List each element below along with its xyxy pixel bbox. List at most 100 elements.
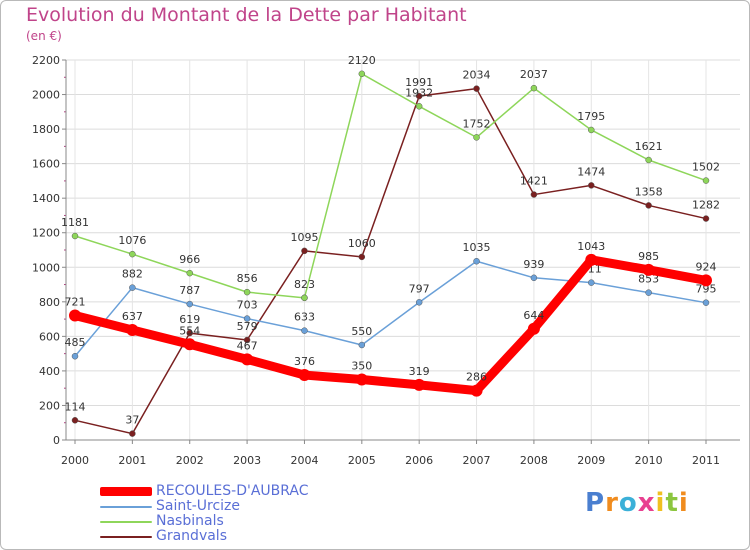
- x-tick-label: 2000: [61, 454, 89, 467]
- legend-swatch-grandvals: [100, 535, 152, 538]
- y-tick-label: 1800: [32, 123, 60, 136]
- x-tick-label: 2009: [577, 454, 605, 467]
- data-point: [358, 341, 366, 349]
- data-point: [473, 85, 480, 92]
- data-point: [527, 322, 540, 335]
- data-label: 1991: [405, 76, 433, 89]
- logo-letter: x: [637, 488, 656, 518]
- data-label: 721: [65, 295, 86, 308]
- data-point: [530, 191, 538, 198]
- legend-swatch-nasbinals: [100, 520, 152, 523]
- data-point: [700, 274, 712, 287]
- data-point: [415, 299, 423, 306]
- data-label: 2034: [463, 69, 491, 82]
- data-label: 114: [65, 400, 86, 413]
- data-label: 485: [65, 336, 86, 349]
- data-label: 703: [237, 299, 258, 312]
- data-point: [301, 327, 308, 334]
- data-point: [186, 269, 193, 277]
- logo-letter: t: [665, 488, 679, 518]
- y-tick-label: 800: [39, 296, 60, 309]
- y-tick-label: 2000: [32, 89, 60, 102]
- data-label: 319: [409, 365, 430, 378]
- data-label: 579: [237, 320, 258, 333]
- data-point: [129, 284, 136, 291]
- data-point: [473, 134, 480, 141]
- data-label: 1358: [635, 185, 663, 198]
- data-label: 1932: [405, 86, 433, 99]
- data-point: [702, 299, 710, 306]
- legend-label-grandvals: Grandvals: [156, 528, 227, 544]
- data-label: 823: [294, 278, 315, 291]
- proxiti-logo: Proxiti: [585, 488, 689, 518]
- data-label: 1795: [577, 110, 605, 123]
- data-point: [642, 263, 655, 276]
- data-point: [241, 353, 254, 366]
- legend-item-grandvals: Grandvals: [100, 529, 309, 544]
- data-label: 1421: [520, 175, 548, 188]
- data-point: [588, 182, 595, 189]
- x-tick-label: 2008: [520, 454, 548, 467]
- data-label: 856: [237, 272, 258, 285]
- series-line-saint-urcize: [74, 260, 707, 357]
- x-tick-label: 2003: [233, 454, 261, 467]
- data-point: [588, 126, 595, 134]
- x-tick-label: 2001: [118, 454, 146, 467]
- data-point: [71, 232, 79, 240]
- y-tick-label: 200: [39, 399, 60, 412]
- data-point: [588, 279, 595, 286]
- data-label: 966: [179, 253, 200, 266]
- data-label: 350: [351, 360, 372, 373]
- data-label: 637: [122, 310, 143, 323]
- data-point: [645, 202, 652, 209]
- data-point: [183, 338, 196, 351]
- y-tick-label: 0: [53, 434, 60, 447]
- legend: RECOULES-D'AUBRAC Saint-Urcize Nasbinals…: [100, 484, 309, 544]
- legend-item-recoules: RECOULES-D'AUBRAC: [100, 484, 309, 499]
- data-label: 619: [179, 313, 200, 326]
- legend-label-recoules: RECOULES-D'AUBRAC: [156, 483, 309, 499]
- legend-label-nasbinals: Nasbinals: [156, 513, 224, 529]
- y-tick-label: 400: [39, 365, 60, 378]
- series-line-grandvals: [74, 87, 707, 435]
- data-point: [298, 369, 311, 382]
- data-label: 644: [523, 309, 544, 322]
- data-point: [530, 274, 538, 282]
- data-point: [355, 373, 368, 386]
- data-label: 795: [696, 283, 717, 296]
- x-tick-label: 2011: [692, 454, 720, 467]
- data-point: [530, 84, 538, 92]
- data-point: [645, 289, 652, 296]
- data-point: [243, 336, 251, 344]
- data-label: 550: [351, 325, 372, 338]
- legend-item-saint-urcize: Saint-Urcize: [100, 499, 309, 514]
- data-label: 286: [466, 371, 487, 384]
- data-label: 1035: [463, 241, 491, 254]
- logo-letter: o: [618, 488, 638, 518]
- data-label: 853: [638, 273, 659, 286]
- legend-swatch-recoules: [100, 487, 152, 496]
- y-tick-label: 1000: [32, 261, 60, 274]
- legend-item-nasbinals: Nasbinals: [100, 514, 309, 529]
- data-label: 1060: [348, 237, 376, 250]
- data-point: [358, 70, 366, 78]
- y-tick-label: 1200: [32, 227, 60, 240]
- x-tick-label: 2010: [635, 454, 663, 467]
- data-point: [186, 300, 193, 308]
- data-label: 554: [179, 324, 200, 337]
- data-label: 1043: [577, 240, 605, 253]
- y-tick-label: 600: [39, 330, 60, 343]
- data-label: 37: [125, 414, 139, 427]
- data-point: [415, 92, 423, 100]
- legend-label-saint-urcize: Saint-Urcize: [156, 498, 241, 514]
- data-point: [301, 294, 308, 302]
- data-point: [585, 253, 598, 266]
- data-point: [358, 253, 366, 261]
- series-line-recoules-d-aubrac: [70, 255, 711, 396]
- data-point: [243, 288, 251, 296]
- data-point: [243, 315, 251, 322]
- data-label: 1181: [61, 216, 89, 229]
- logo-letter: r: [605, 488, 619, 518]
- data-point: [129, 430, 136, 437]
